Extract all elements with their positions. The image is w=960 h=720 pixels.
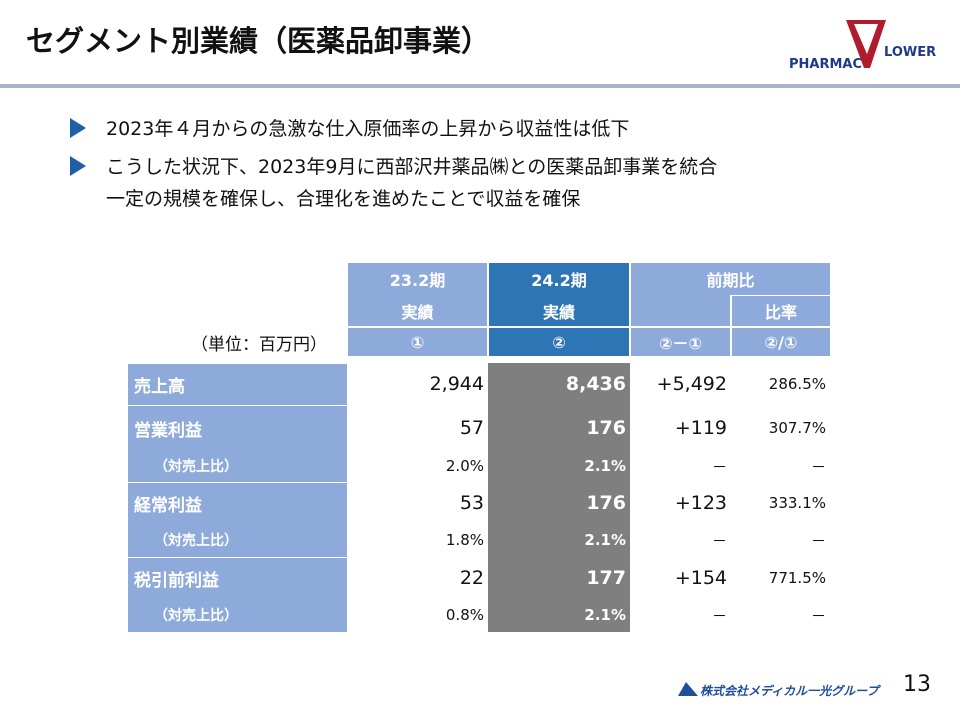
table-cell: +5,492 (656, 373, 727, 395)
header-cell: ②/① (731, 327, 831, 357)
table-cell: 1.8% (445, 531, 484, 549)
row-label: 売上高 (128, 363, 347, 405)
bullet-text: 2023年４月からの急激な仕入原価率の上昇から収益性は低下 (106, 118, 630, 140)
header-cell: 実績 (347, 295, 488, 327)
row-label: （対売上比） (128, 450, 347, 482)
table-cell: 57 (459, 416, 484, 439)
header-cell: 23.2期 (347, 262, 488, 295)
table-cell: － (711, 606, 727, 625)
header-cell: 24.2期 (488, 262, 630, 295)
table-cell: － (711, 457, 727, 476)
bullet-text: 一定の規模を確保し、合理化を進めたことで収益を確保 (106, 188, 581, 210)
footer-icon (678, 682, 698, 696)
logo-text: PHARMAC (789, 57, 862, 72)
row-label: （対売上比） (128, 598, 347, 632)
table-cell: 8,436 (488, 363, 630, 405)
table-cell: 2.0% (445, 457, 484, 475)
title-rule (0, 84, 960, 88)
footer-company: 株式会社メディカル一光グループ (700, 684, 879, 698)
logo-text: LOWER (884, 45, 936, 60)
table-cell: 177 (488, 557, 630, 598)
table-cell: +119 (674, 416, 727, 439)
table-cell: 2.1% (488, 523, 630, 557)
title: セグメント別業績（医薬品卸事業） (26, 24, 491, 58)
bullet-icon (70, 156, 86, 176)
row-label: 経常利益 (128, 482, 347, 523)
row-label: 営業利益 (128, 405, 347, 450)
table-cell: 176 (488, 405, 630, 450)
table-cell: 22 (459, 566, 484, 589)
header-cell: ②－① (630, 327, 731, 357)
table-cell: 307.7% (768, 418, 826, 437)
header-cell (630, 295, 731, 327)
unit-label: （単位：百万円） (191, 334, 327, 355)
table-cell: 0.8% (445, 606, 484, 624)
table-cell: － (810, 606, 826, 625)
header-cell: 前期比 (630, 262, 831, 295)
page-number: 13 (903, 672, 931, 697)
header-cell: 実績 (488, 295, 630, 327)
header-cell: ① (347, 327, 488, 357)
logo: PHARMAC LOWER (789, 20, 936, 72)
row-label: （対売上比） (128, 523, 347, 557)
table-cell: 53 (459, 491, 484, 514)
bullet-icon (70, 118, 86, 138)
header-cell: ② (488, 327, 630, 357)
row-label: 税引前利益 (128, 557, 347, 598)
table-cell: 176 (488, 482, 630, 523)
table-cell: － (810, 457, 826, 476)
table-cell: 2.1% (488, 450, 630, 482)
table-cell: 333.1% (768, 493, 826, 512)
table-cell: 771.5% (768, 568, 826, 587)
table-cell: － (810, 531, 826, 550)
logo-mark-inner (854, 24, 878, 54)
bullet-text: こうした状況下、2023年9月に西部沢井薬品㈱との医薬品卸事業を統合 (106, 156, 718, 178)
table-cell: +123 (674, 491, 727, 514)
table-cell: － (711, 531, 727, 550)
table-cell: 286.5% (768, 375, 826, 393)
table-cell: 2,944 (429, 373, 484, 395)
table-cell: 2.1% (488, 598, 630, 632)
table-cell: +154 (674, 566, 727, 589)
header-cell: 比率 (731, 295, 831, 327)
